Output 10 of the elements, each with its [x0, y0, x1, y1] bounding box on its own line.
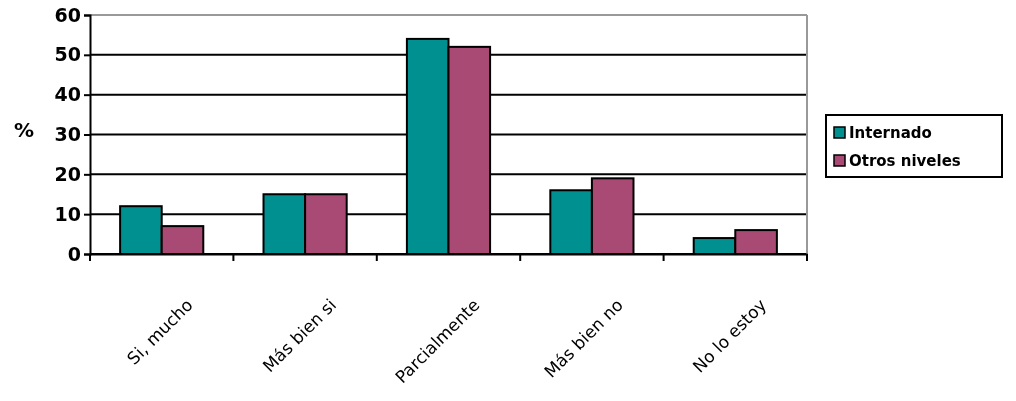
y-tick-label: 30: [54, 123, 81, 146]
legend-label: Otros niveles: [849, 152, 961, 170]
y-tick-label: 50: [54, 43, 81, 66]
legend-label: Internado: [849, 124, 932, 142]
y-tick-label: 40: [54, 83, 81, 106]
y-tick-label: 0: [67, 242, 81, 265]
y-tick-label: 10: [54, 202, 81, 225]
y-tick-label: 20: [54, 162, 81, 185]
y-axis-title: %: [13, 118, 35, 142]
y-tick-label: 60: [54, 3, 81, 26]
